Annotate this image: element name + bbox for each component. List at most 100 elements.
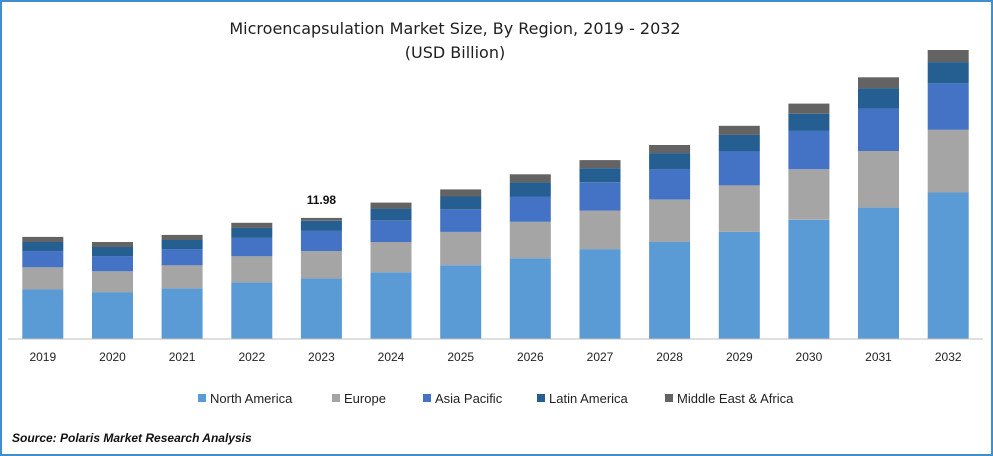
chart-title: Microencapsulation Market Size, By Regio…: [229, 19, 680, 38]
bar-segment-2019-4: [22, 236, 64, 242]
bar-segment-2031-0: [858, 207, 899, 339]
bar-segment-2025-1: [440, 231, 482, 266]
bar-segment-2021-1: [161, 265, 203, 289]
data-label-2023: 11.98: [307, 193, 337, 207]
legend-swatch-3: [537, 394, 545, 402]
bar-segment-2025-2: [440, 209, 482, 232]
bar-segment-2028-3: [649, 153, 691, 170]
bar-segment-2032-0: [927, 192, 969, 339]
bar-segment-2027-1: [579, 210, 621, 250]
bar-segment-2020-2: [92, 256, 133, 272]
source-note: Source: Polaris Market Research Analysis: [12, 431, 252, 445]
bar-segment-2031-4: [858, 77, 899, 89]
bar-segment-2024-3: [370, 208, 412, 221]
bar-segment-2031-3: [858, 88, 899, 109]
legend-label-0: North America: [210, 391, 293, 406]
bar-segment-2025-4: [440, 189, 482, 197]
bar-segment-2027-4: [579, 160, 621, 169]
x-tick-label: 2029: [726, 350, 753, 364]
bar-segment-2019-2: [22, 251, 64, 268]
bar-segment-2030-2: [788, 130, 830, 170]
bar-segment-2026-0: [509, 258, 551, 339]
x-tick-label: 2023: [308, 350, 335, 364]
bar-segment-2032-1: [927, 129, 969, 193]
bar-segment-2030-0: [788, 219, 830, 339]
bar-segment-2027-2: [579, 182, 621, 211]
bar-segment-2025-0: [440, 265, 482, 339]
bar-segment-2024-4: [370, 202, 412, 209]
bar-segment-2029-1: [718, 185, 760, 232]
bar-segment-2019-3: [22, 242, 64, 252]
bar-segment-2032-3: [927, 62, 969, 84]
bar-segment-2031-2: [858, 108, 899, 151]
legend-label-1: Europe: [344, 391, 386, 406]
bar-segment-2021-0: [161, 288, 203, 339]
bar-segment-2023-1: [300, 251, 342, 279]
bar-segment-2026-3: [509, 182, 551, 197]
x-tick-label: 2025: [447, 350, 474, 364]
bar-segment-2026-2: [509, 196, 551, 222]
bar-segment-2020-3: [92, 247, 133, 257]
bar-segment-2027-3: [579, 168, 621, 183]
bar-segment-2024-2: [370, 220, 412, 242]
x-tick-labels: 2019 2020 2021 2022 2023 2024 2025 2026 2027 2028…: [29, 350, 961, 364]
bar-segment-2024-1: [370, 242, 412, 273]
legend-swatch-4: [665, 394, 673, 402]
bar-segment-2032-2: [927, 83, 969, 130]
bar-segment-2028-1: [649, 199, 691, 242]
x-tick-label: 2027: [587, 350, 614, 364]
chart-subtitle: (USD Billion): [405, 43, 505, 62]
bar-segment-2023-2: [300, 230, 342, 252]
x-tick-label: 2031: [865, 350, 892, 364]
bar-segment-2027-0: [579, 249, 621, 339]
bar-segment-2022-0: [231, 282, 273, 339]
bar-segment-2021-4: [161, 234, 203, 240]
bar-segment-2023-4: [300, 217, 342, 221]
bar-segment-2025-3: [440, 196, 482, 210]
x-tick-label: 2021: [169, 350, 196, 364]
x-tick-label: 2028: [656, 350, 683, 364]
x-tick-label: 2026: [517, 350, 544, 364]
bar-segment-2024-0: [370, 272, 412, 339]
bars-group: 11.98: [22, 50, 969, 339]
x-tick-label: 2019: [29, 350, 56, 364]
bar-segment-2028-0: [649, 242, 691, 339]
legend-label-2: Asia Pacific: [435, 391, 503, 406]
bar-segment-2029-0: [718, 231, 760, 339]
bar-segment-2031-1: [858, 151, 899, 208]
bar-segment-2022-1: [231, 256, 273, 283]
bar-segment-2026-4: [509, 174, 551, 183]
bar-segment-2020-1: [92, 271, 133, 293]
x-tick-label: 2030: [796, 350, 823, 364]
bar-segment-2020-4: [92, 242, 133, 248]
x-tick-label: 2020: [99, 350, 126, 364]
bar-segment-2030-1: [788, 169, 830, 220]
legend-swatch-0: [198, 394, 206, 402]
bar-segment-2029-3: [718, 134, 760, 152]
bar-segment-2028-4: [649, 145, 691, 154]
bar-segment-2029-2: [718, 151, 760, 186]
bar-segment-2020-0: [92, 292, 133, 339]
x-tick-label: 2024: [378, 350, 405, 364]
bar-segment-2030-3: [788, 113, 830, 131]
bar-segment-2026-1: [509, 221, 551, 259]
bar-segment-2019-1: [22, 267, 64, 290]
bar-segment-2032-4: [927, 50, 969, 63]
bar-segment-2030-4: [788, 103, 830, 114]
bar-segment-2021-3: [161, 240, 203, 250]
bar-segment-2022-3: [231, 227, 273, 238]
bar-segment-2029-4: [718, 125, 760, 135]
legend-label-3: Latin America: [549, 391, 629, 406]
legend-label-4: Middle East & Africa: [677, 391, 794, 406]
bar-segment-2028-2: [649, 169, 691, 200]
x-tick-label: 2022: [238, 350, 265, 364]
bar-segment-2023-0: [300, 278, 342, 339]
bar-segment-2021-2: [161, 249, 203, 266]
bar-segment-2019-0: [22, 289, 64, 339]
bar-segment-2023-3: [300, 220, 342, 231]
x-tick-label: 2032: [935, 350, 962, 364]
bar-segment-2022-4: [231, 222, 273, 228]
legend-swatch-1: [332, 394, 340, 402]
bar-segment-2022-2: [231, 238, 273, 257]
